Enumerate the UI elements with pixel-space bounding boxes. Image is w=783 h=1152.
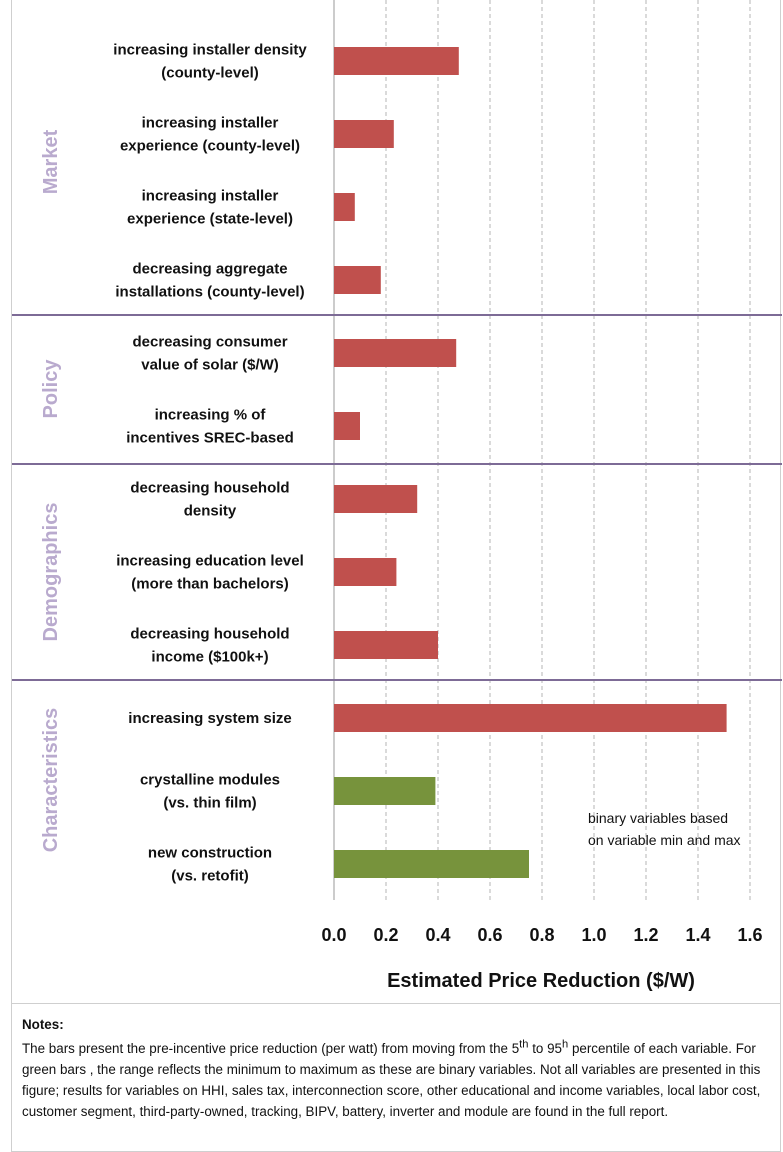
category-label: increasing installer density (county-leve… xyxy=(113,42,307,82)
notes-text-part3: percentile of each variable. For green b… xyxy=(22,1041,761,1120)
notes-text: The bars present the pre-incentive price… xyxy=(22,1039,761,1120)
bar xyxy=(334,704,727,732)
x-tick-label: 0.8 xyxy=(529,925,554,945)
bars xyxy=(334,47,727,878)
category-label: crystalline modules (vs. thin film) xyxy=(140,772,280,812)
category-label: increasing education level (more than bac… xyxy=(116,553,304,593)
bar-chart: increasing installer density (county-leve… xyxy=(12,0,782,992)
bar xyxy=(334,120,394,148)
chart-frame: increasing installer density (county-leve… xyxy=(11,0,782,1004)
category-label: decreasing household density xyxy=(130,480,289,520)
category-label: increasing installer experience (county-l… xyxy=(120,115,300,155)
bar xyxy=(334,47,459,75)
x-tick-label: 1.6 xyxy=(737,925,762,945)
x-tick-label: 1.2 xyxy=(633,925,658,945)
group-label: Demographics xyxy=(40,503,62,642)
group-label: Characteristics xyxy=(40,708,62,853)
bar xyxy=(334,485,418,513)
x-tick-label: 0.6 xyxy=(477,925,502,945)
x-tick-label: 0.2 xyxy=(373,925,398,945)
category-label: decreasing household income ($100k+) xyxy=(130,626,289,666)
category-label: decreasing consumer value of solar ($/W) xyxy=(132,334,287,374)
x-tick-label: 1.4 xyxy=(685,925,710,945)
bar xyxy=(334,412,360,440)
binary-variables-annotation: binary variables based on variable min an… xyxy=(588,810,741,848)
bar xyxy=(334,777,436,805)
group-separators xyxy=(12,314,782,681)
notes-sup-h: h xyxy=(562,1039,569,1051)
notes-title: Notes: xyxy=(22,1017,64,1032)
x-tick-label: 0.4 xyxy=(425,925,450,945)
notes-sup-th: th xyxy=(519,1039,529,1051)
category-label: increasing % of incentives SREC-based xyxy=(126,407,294,447)
bar xyxy=(334,631,438,659)
x-tick-label: 0.0 xyxy=(321,925,346,945)
bar xyxy=(334,850,529,878)
bar xyxy=(334,193,355,221)
grid-lines xyxy=(333,0,751,900)
category-label: increasing system size xyxy=(128,710,291,727)
x-tick-label: 1.0 xyxy=(581,925,606,945)
bar xyxy=(334,266,381,294)
group-label: Market xyxy=(40,129,62,194)
category-label: decreasing aggregate installations (count… xyxy=(115,261,304,301)
category-labels: increasing installer density (county-leve… xyxy=(113,42,307,885)
notes-panel: Notes: The bars present the pre-incentiv… xyxy=(11,1004,781,1152)
x-tick-labels: 0.0 0.2 0.4 0.6 0.8 1.0 1.2 1.4 1.6 xyxy=(321,925,762,945)
group-labels: Market Policy Demographics Characteristics xyxy=(40,129,62,852)
category-label: increasing installer experience (state-le… xyxy=(127,188,293,228)
notes-text-part1: The bars present the pre-incentive price… xyxy=(22,1041,520,1057)
group-label: Policy xyxy=(40,359,62,419)
bar xyxy=(334,558,397,586)
x-axis-title: Estimated Price Reduction ($/W) xyxy=(387,970,695,992)
notes-text-part2: to 95 xyxy=(528,1041,562,1057)
category-label: new construction (vs. retofit) xyxy=(148,845,272,885)
bar xyxy=(334,339,457,367)
